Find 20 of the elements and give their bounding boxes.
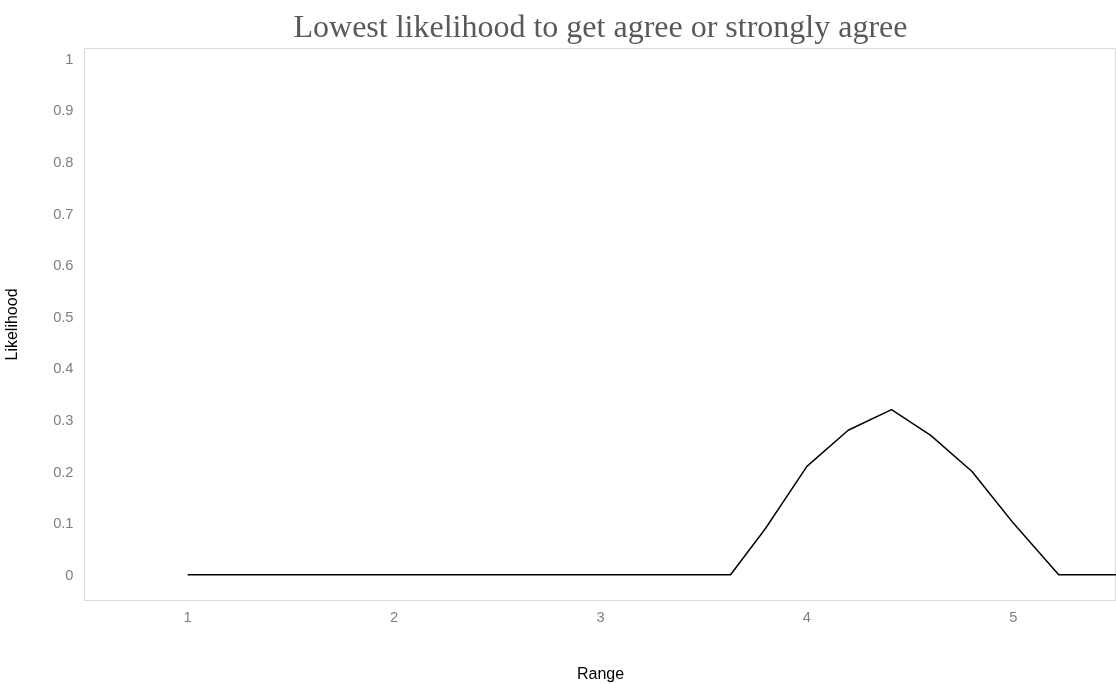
y-tick-label: 0 [65, 566, 74, 583]
y-tick-label: 0.7 [53, 205, 74, 222]
y-tick-label: 0.4 [53, 360, 74, 377]
x-tick-label: 2 [390, 608, 399, 625]
y-tick-label: 0.5 [53, 308, 74, 325]
y-axis-title: Likelihood [3, 288, 21, 361]
x-tick-label: 3 [596, 608, 605, 625]
y-tick-label: 0.2 [53, 463, 74, 480]
y-tick-label: 0.6 [53, 257, 74, 274]
chart-title: Lowest likelihood to get agree or strongly agree [293, 7, 908, 44]
x-tick-label: 1 [183, 608, 192, 625]
y-tick-label: 0.1 [53, 515, 74, 532]
y-tick-label: 0.8 [53, 154, 74, 170]
y-tick-label: 0.9 [53, 102, 74, 119]
x-tick-label: 4 [802, 608, 811, 625]
y-tick-label: 1 [65, 50, 74, 67]
x-axis-title: Range [576, 664, 625, 682]
line-series [186, 408, 1116, 576]
x-tick-label: 5 [1009, 608, 1018, 625]
y-tick-label: 0.3 [53, 411, 74, 428]
